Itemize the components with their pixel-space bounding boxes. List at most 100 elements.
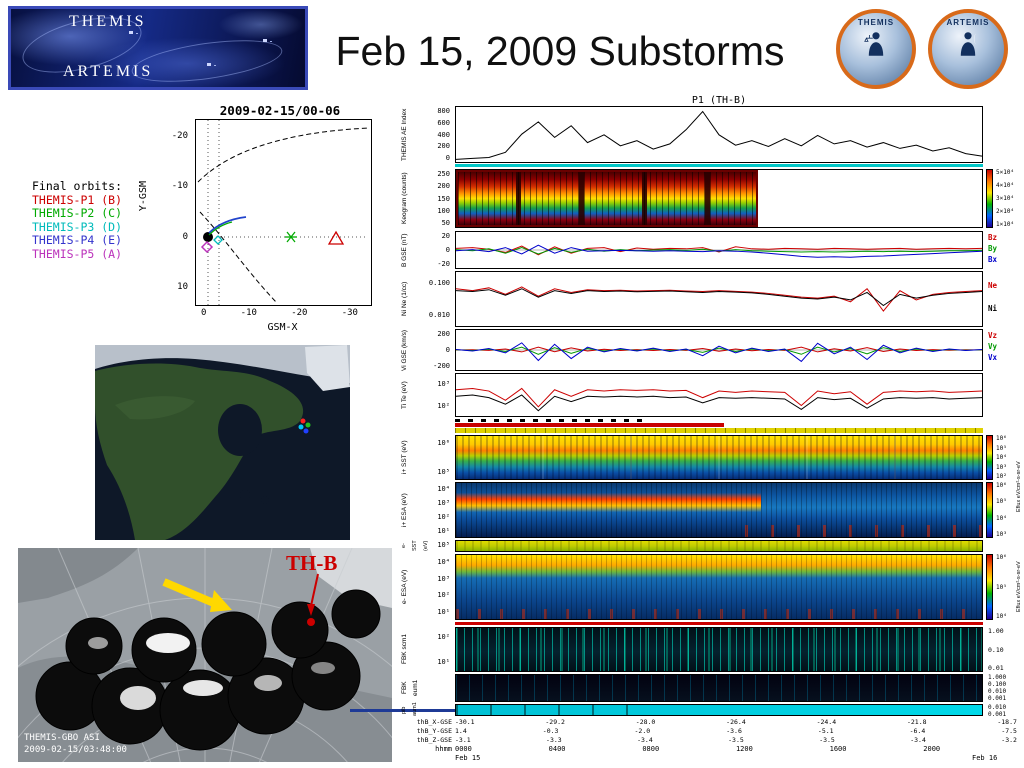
tick-label: -200: [433, 362, 450, 370]
tick-label: 0.001: [988, 695, 1007, 702]
tick-label: 0: [445, 346, 450, 354]
tick-label: 10⁴: [437, 485, 450, 493]
ion-sst-colorbar: [986, 435, 993, 480]
satellite-icon: [129, 31, 133, 34]
earth-marker: [203, 232, 213, 242]
vz-label: Vz: [988, 331, 998, 340]
tick-label: -21.8: [906, 718, 927, 726]
density-line-chart: [456, 272, 982, 326]
banner-artemis-label: ARTEMIS: [63, 63, 154, 80]
asi-fov-circles: [35, 589, 381, 751]
tick-label: -30: [341, 308, 358, 318]
orbit-plot: 2009-02-15/00-06 Y-GSM -20 -10 0 10: [130, 103, 390, 338]
tick-label: -3.4: [910, 736, 926, 744]
orbit-xlabel: GSM-X: [267, 322, 298, 333]
tick-label: 10¹: [437, 658, 450, 666]
burst-mode-bar: [455, 419, 646, 422]
elec-sst-ylabel: e- SST (eV): [401, 540, 429, 552]
p1-orbit-arc: [208, 216, 247, 234]
themis-goddess-icon: [864, 32, 884, 56]
thb-footprint-dot: [307, 618, 315, 626]
pib-panel: [455, 704, 983, 716]
probe-dot-green: [305, 422, 311, 428]
tick-label: 2×10⁴: [996, 208, 1015, 215]
tick-label: -3.4: [637, 736, 653, 744]
tick-label: 0: [445, 246, 450, 254]
p3-marker: [213, 235, 223, 245]
tick-label: 0: [445, 154, 450, 162]
probe-dot-cyan: [298, 424, 304, 430]
tick-label: 150: [437, 194, 450, 203]
tick-label: 0: [201, 308, 207, 318]
tick-label: 10¹: [437, 607, 450, 616]
ion-esa-panel: [455, 482, 983, 538]
legend-item-p4: THEMIS-P4 (E): [32, 233, 123, 247]
banner-themis-label: THEMIS: [69, 13, 147, 30]
tick-label: 200: [437, 182, 450, 191]
temperature-line-chart: [456, 374, 982, 416]
tick-label: 0800: [642, 745, 660, 753]
tick-label: 10⁵: [437, 468, 450, 476]
tick-label: 10⁵: [996, 498, 1007, 506]
ae-yticks: 800 600 400 200 0: [413, 106, 452, 163]
tick-label: 200: [437, 142, 450, 151]
elec-sst-spectrogram: [456, 541, 982, 551]
ion-eflux-units-label: Eflux eV/cm²-s-sr-eV: [1016, 461, 1022, 512]
north-america-map: [95, 345, 350, 540]
orbit-plot-box: [195, 119, 372, 306]
velocity-ylabel: Vi GSE (km/s): [401, 329, 408, 371]
tick-label: 0.01: [988, 664, 1004, 672]
tick-label: 10³: [996, 530, 1007, 538]
elec-sst-yticks: 10⁵: [413, 540, 452, 552]
fbk-e-panel: [455, 674, 983, 702]
keogram-panel: [455, 169, 983, 228]
keogram-spectrogram: [456, 170, 759, 227]
legend-item-p1: THEMIS-P1 (B): [32, 192, 123, 207]
fbk-scm-ylabel: FBK scm1: [401, 634, 408, 665]
tick-label: 3×10⁴: [996, 195, 1015, 202]
tick-label: 1×10⁴: [996, 221, 1015, 228]
tick-label: 0.10: [988, 645, 1004, 654]
tick-label: -10: [171, 181, 188, 192]
fast-survey-bar: [455, 423, 725, 427]
fbk-scm-yticks: 10² 10¹: [413, 627, 452, 672]
tick-label: 10⁴: [437, 558, 450, 566]
fbk-e-ylabel: FBK eum1: [401, 679, 419, 697]
fbk-e-spectrogram: [456, 675, 982, 701]
tick-label: 10²: [437, 633, 450, 641]
ion-esa-colorbar: [986, 482, 993, 538]
tick-label: 10²: [437, 402, 450, 410]
var-label-x-gse: thB_X-GSE: [416, 718, 452, 726]
tick-label: -2.0: [634, 727, 651, 735]
velocity-trace-labels: Vz Vy Vx: [988, 331, 1022, 362]
ion-sst-yticks: 10⁶ 10⁵: [413, 435, 452, 480]
ion-esa-yticks: 10⁴ 10³ 10² 10¹: [413, 482, 452, 538]
velocity-yticks: 200 0 -200: [413, 329, 452, 371]
tick-label: 10³: [437, 499, 450, 507]
slow-survey-bar: [455, 428, 983, 433]
legend-title: Final orbits:: [32, 179, 123, 193]
ae-panel: [455, 106, 983, 163]
orbit-yticks: -20 -10 0 10: [164, 119, 190, 304]
slide-title: Feb 15, 2009 Substorms: [335, 28, 785, 74]
keogram-yticks: 250 200 150 100 50: [413, 169, 452, 228]
tick-label: 10: [177, 281, 188, 292]
tick-label: 10²: [437, 591, 450, 600]
keogram-ylabel: Keogram (counts): [401, 172, 408, 225]
asi-canvas: TH-B: [0, 547, 470, 768]
tick-label: -20: [171, 131, 188, 141]
divider-line: [350, 709, 456, 712]
tick-label: 10³: [437, 380, 450, 388]
ae-line-chart: [456, 107, 982, 162]
tick-label: -0.3: [542, 727, 559, 735]
temperature-yticks: 10³ 10²: [413, 373, 452, 417]
tick-label: 10⁴: [996, 454, 1007, 461]
tick-label: 0.100: [988, 681, 1007, 688]
artemis-logo: ARTEMIS: [928, 9, 1008, 89]
ion-esa-ylabel: i+ ESA (eV): [401, 493, 408, 527]
tick-label: 10¹: [437, 527, 450, 535]
date-label-left: Feb 15: [455, 754, 481, 762]
yellow-arrow-head: [210, 590, 232, 612]
temperature-panel: [455, 373, 983, 417]
